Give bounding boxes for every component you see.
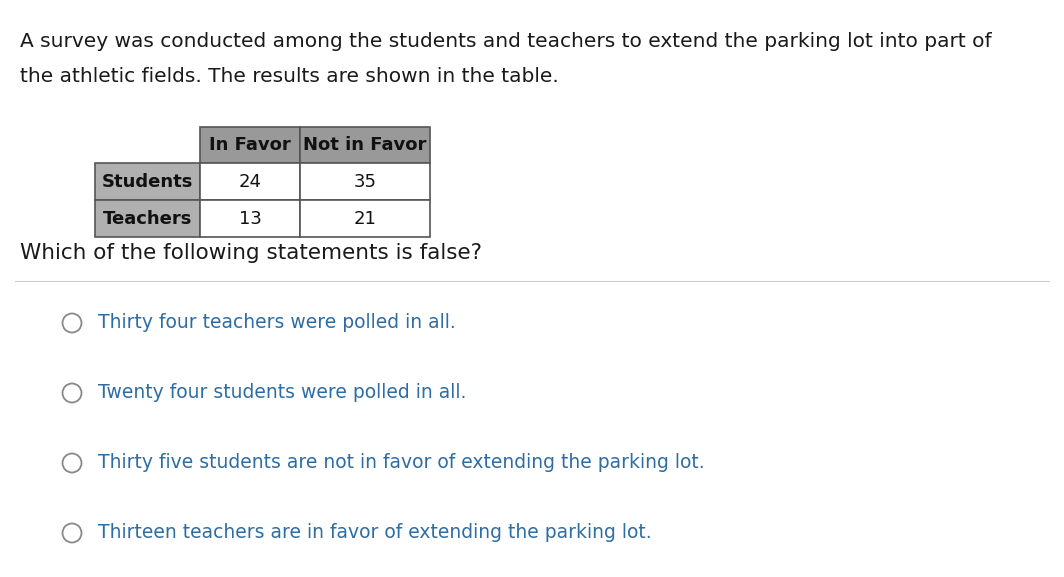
Text: Thirteen teachers are in favor of extending the parking lot.: Thirteen teachers are in favor of extend… <box>98 523 651 542</box>
Text: Twenty four students were polled in all.: Twenty four students were polled in all. <box>98 384 466 403</box>
Bar <box>200 200 300 237</box>
Bar <box>300 127 430 163</box>
Text: Teachers: Teachers <box>103 209 193 227</box>
Text: In Favor: In Favor <box>210 136 290 154</box>
Text: Not in Favor: Not in Favor <box>303 136 427 154</box>
Text: 35: 35 <box>353 173 377 190</box>
Text: 13: 13 <box>238 209 262 227</box>
Text: 21: 21 <box>353 209 377 227</box>
Text: Which of the following statements is false?: Which of the following statements is fal… <box>20 243 482 263</box>
Bar <box>95 163 200 200</box>
Bar <box>200 127 300 163</box>
Text: the athletic fields. The results are shown in the table.: the athletic fields. The results are sho… <box>20 67 559 86</box>
Text: A survey was conducted among the students and teachers to extend the parking lot: A survey was conducted among the student… <box>20 32 992 51</box>
Text: Thirty five students are not in favor of extending the parking lot.: Thirty five students are not in favor of… <box>98 454 704 473</box>
Text: 24: 24 <box>238 173 262 190</box>
Bar <box>300 200 430 237</box>
Bar <box>300 163 430 200</box>
Bar <box>200 163 300 200</box>
Bar <box>95 200 200 237</box>
Text: Thirty four teachers were polled in all.: Thirty four teachers were polled in all. <box>98 313 455 332</box>
Text: Students: Students <box>102 173 194 190</box>
